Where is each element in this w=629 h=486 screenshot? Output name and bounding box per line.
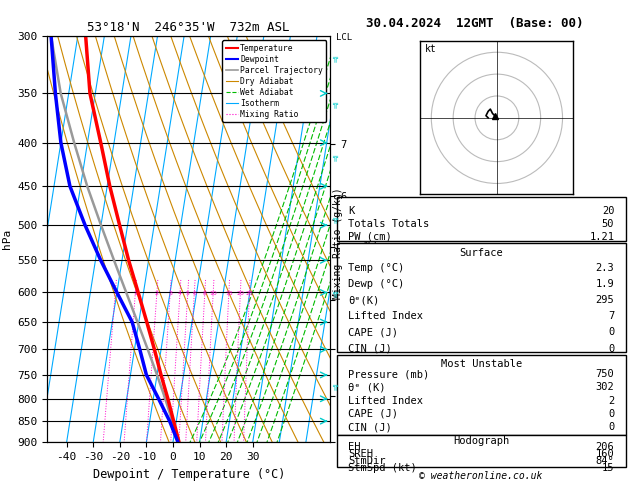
Text: LCL: LCL — [336, 33, 352, 42]
Text: Mixing Ratio (g/kg): Mixing Ratio (g/kg) — [333, 187, 343, 299]
Text: 0: 0 — [608, 344, 615, 354]
Text: StmSpd (kt): StmSpd (kt) — [348, 463, 417, 473]
Text: 25: 25 — [245, 291, 253, 295]
Text: 20: 20 — [602, 206, 615, 216]
Text: CAPE (J): CAPE (J) — [348, 328, 398, 337]
Text: 3: 3 — [168, 291, 172, 295]
Text: Most Unstable: Most Unstable — [440, 359, 522, 369]
Text: 20: 20 — [237, 291, 244, 295]
Text: 302: 302 — [596, 382, 615, 393]
Text: 1: 1 — [133, 291, 137, 295]
Text: 5: 5 — [186, 291, 189, 295]
Text: Lifted Index: Lifted Index — [348, 396, 423, 406]
Text: 0: 0 — [608, 328, 615, 337]
Title: 53°18'N  246°35'W  732m ASL: 53°18'N 246°35'W 732m ASL — [87, 21, 290, 34]
Text: CIN (J): CIN (J) — [348, 422, 392, 432]
Y-axis label: hPa: hPa — [2, 229, 12, 249]
Text: 15: 15 — [602, 463, 615, 473]
Text: Temp (°C): Temp (°C) — [348, 262, 404, 273]
Text: Totals Totals: Totals Totals — [348, 219, 430, 229]
Text: ╦: ╦ — [332, 99, 337, 108]
Text: 2.3: 2.3 — [596, 262, 615, 273]
Text: CIN (J): CIN (J) — [348, 344, 392, 354]
Text: PW (cm): PW (cm) — [348, 232, 392, 242]
Text: SREH: SREH — [348, 449, 373, 459]
Text: StmDir: StmDir — [348, 456, 386, 466]
Text: Dewp (°C): Dewp (°C) — [348, 279, 404, 289]
Text: 160: 160 — [596, 449, 615, 459]
Text: 50: 50 — [602, 219, 615, 229]
Text: ╦: ╦ — [332, 152, 337, 161]
Text: ╦: ╦ — [332, 288, 337, 297]
Text: 1.9: 1.9 — [596, 279, 615, 289]
Text: 2: 2 — [155, 291, 159, 295]
Text: ╦: ╦ — [332, 53, 337, 62]
Text: 7: 7 — [608, 311, 615, 321]
Text: ╦: ╦ — [332, 381, 337, 390]
Text: 750: 750 — [596, 369, 615, 379]
Text: 84°: 84° — [596, 456, 615, 466]
Text: θᵉ (K): θᵉ (K) — [348, 382, 386, 393]
Text: 15: 15 — [225, 291, 233, 295]
Text: 206: 206 — [596, 442, 615, 452]
Text: 2: 2 — [608, 396, 615, 406]
Y-axis label: km
ASL: km ASL — [362, 228, 380, 250]
Text: 10: 10 — [209, 291, 217, 295]
Text: CAPE (J): CAPE (J) — [348, 409, 398, 419]
Text: Surface: Surface — [459, 248, 503, 259]
Text: Pressure (mb): Pressure (mb) — [348, 369, 430, 379]
Text: 1.21: 1.21 — [589, 232, 615, 242]
Text: 295: 295 — [596, 295, 615, 305]
Text: 4: 4 — [178, 291, 182, 295]
X-axis label: Dewpoint / Temperature (°C): Dewpoint / Temperature (°C) — [92, 468, 285, 481]
Text: 0: 0 — [608, 422, 615, 432]
Text: ╦: ╦ — [332, 214, 337, 223]
Text: kt: kt — [425, 44, 437, 54]
Text: © weatheronline.co.uk: © weatheronline.co.uk — [420, 471, 543, 481]
Text: 0: 0 — [608, 409, 615, 419]
Text: 30.04.2024  12GMT  (Base: 00): 30.04.2024 12GMT (Base: 00) — [366, 17, 584, 30]
Text: θᵉ(K): θᵉ(K) — [348, 295, 379, 305]
Text: Lifted Index: Lifted Index — [348, 311, 423, 321]
Text: 6: 6 — [192, 291, 196, 295]
Text: EH: EH — [348, 442, 360, 452]
Text: K: K — [348, 206, 354, 216]
Text: 8: 8 — [203, 291, 206, 295]
Text: Hodograph: Hodograph — [453, 436, 509, 446]
Legend: Temperature, Dewpoint, Parcel Trajectory, Dry Adiabat, Wet Adiabat, Isotherm, Mi: Temperature, Dewpoint, Parcel Trajectory… — [223, 40, 326, 122]
